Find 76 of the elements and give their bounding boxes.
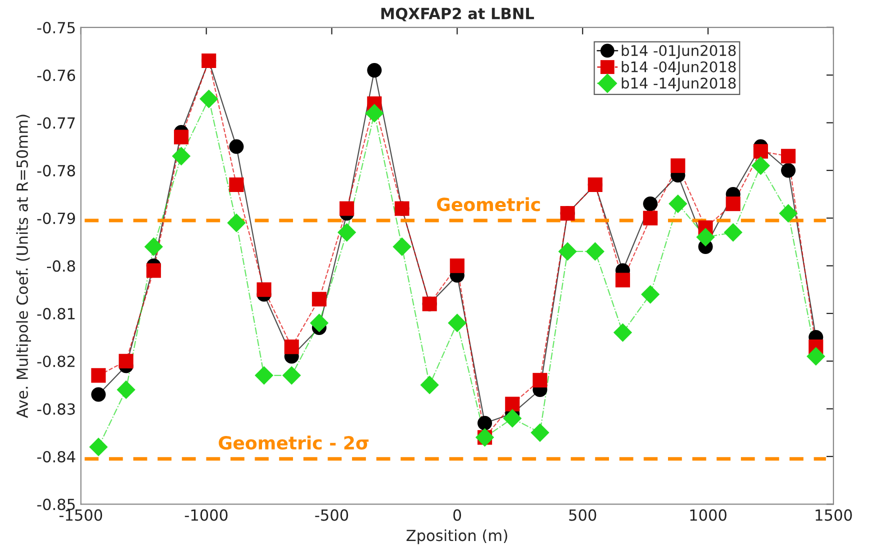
point — [558, 242, 577, 261]
point — [282, 366, 301, 385]
y-tick-label: -0.79 — [37, 212, 75, 224]
point — [392, 237, 412, 256]
y-tick-label: -0.78 — [37, 164, 76, 176]
point — [613, 323, 632, 342]
point — [89, 438, 108, 456]
point — [806, 347, 826, 366]
point — [312, 292, 326, 306]
y-tick-label: -0.75 — [37, 22, 75, 34]
y-tick-label: -0.84 — [37, 450, 76, 463]
x-tick-label: -1500 — [59, 509, 102, 521]
point — [172, 146, 191, 166]
point — [503, 409, 522, 428]
x-tick-label: 1500 — [816, 509, 852, 521]
point — [643, 196, 658, 212]
chart-title: MQXFAP2 at LBNL — [381, 8, 534, 22]
point — [116, 380, 136, 400]
y-tick-label: -0.85 — [37, 498, 75, 510]
y-tick-label: -0.83 — [37, 403, 75, 415]
y-tick-label: -0.77 — [37, 117, 75, 129]
point — [726, 196, 740, 212]
y-axis-title: Ave. Multipole Coef. (Units at R=50mm) — [16, 114, 31, 418]
x-tick-label: 1000 — [690, 509, 726, 521]
legend-label: b14 -01Jun2018 — [622, 44, 736, 59]
point — [284, 340, 299, 354]
ref-line-label: Geometric - 2σ — [218, 436, 369, 450]
point — [641, 285, 660, 304]
point — [751, 156, 770, 175]
point — [778, 204, 798, 223]
point — [256, 282, 272, 297]
x-tick-label: 0 — [453, 509, 462, 521]
y-tick-label: -0.76 — [37, 70, 76, 82]
y-tick-label: -0.81 — [37, 308, 75, 320]
point — [91, 387, 106, 402]
point — [781, 163, 796, 178]
point — [696, 228, 715, 246]
x-tick-label: 500 — [569, 509, 596, 521]
point — [505, 396, 520, 412]
point — [615, 272, 630, 288]
point — [477, 416, 492, 430]
x-tick-label: -1000 — [184, 509, 228, 521]
point — [753, 144, 768, 159]
point — [254, 366, 274, 385]
point — [229, 139, 244, 154]
x-tick-label: -500 — [315, 509, 348, 521]
point — [450, 258, 464, 274]
point — [337, 223, 356, 242]
point — [586, 242, 604, 261]
point — [367, 63, 382, 78]
legend-label: b14 -04Jun2018 — [622, 61, 736, 76]
point — [340, 201, 354, 216]
point — [420, 376, 439, 394]
point — [532, 372, 548, 388]
y-tick-label: -0.82 — [37, 356, 75, 368]
point — [310, 314, 329, 332]
y-tick-label: -0.8 — [46, 260, 76, 272]
point — [724, 223, 742, 242]
point — [668, 194, 688, 214]
legend-label: b14 -14Jun2018 — [622, 77, 736, 92]
point — [146, 263, 161, 278]
x-axis-title: Zposition (m) — [406, 529, 508, 544]
point — [229, 177, 244, 192]
point — [530, 423, 550, 442]
point — [174, 130, 189, 144]
point — [91, 368, 106, 383]
point — [643, 210, 658, 226]
ref-line-label: Geometric — [437, 197, 540, 212]
point — [448, 314, 466, 332]
point — [144, 237, 163, 256]
point — [365, 104, 384, 123]
point — [227, 214, 246, 232]
point — [670, 158, 686, 173]
point — [781, 148, 796, 164]
point — [200, 90, 218, 108]
point — [118, 354, 134, 368]
